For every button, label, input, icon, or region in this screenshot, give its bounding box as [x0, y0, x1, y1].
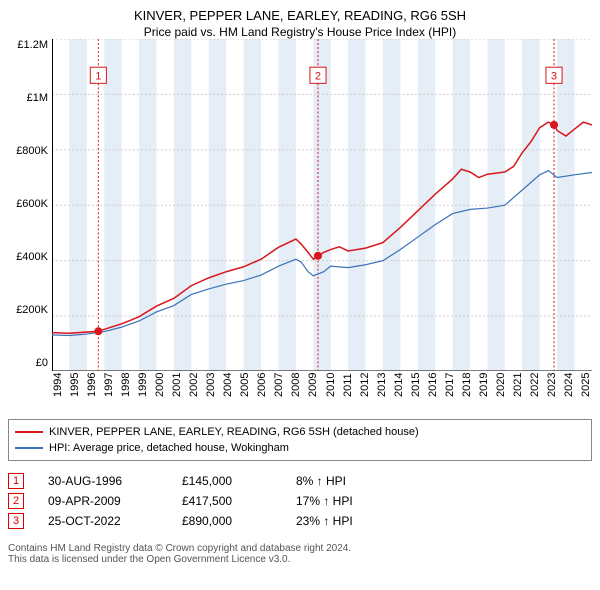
svg-text:2: 2: [315, 70, 321, 82]
x-tick-label: 2012: [359, 373, 371, 413]
x-tick-label: 2006: [256, 373, 268, 413]
transaction-price: £890,000: [182, 514, 272, 528]
x-tick-label: 2020: [495, 373, 507, 413]
svg-text:1: 1: [95, 70, 101, 82]
legend-item-property: KINVER, PEPPER LANE, EARLEY, READING, RG…: [15, 424, 585, 440]
y-tick-label: £800K: [16, 145, 48, 157]
chart-title: KINVER, PEPPER LANE, EARLEY, READING, RG…: [8, 8, 592, 23]
attribution-line: This data is licensed under the Open Gov…: [8, 554, 592, 565]
attribution-line: Contains HM Land Registry data © Crown c…: [8, 543, 592, 554]
transaction-date: 09-APR-2009: [48, 494, 158, 508]
y-tick-label: £0: [36, 357, 48, 369]
x-tick-label: 2024: [563, 373, 575, 413]
y-tick-label: £1M: [27, 92, 48, 104]
x-tick-label: 2013: [376, 373, 388, 413]
x-tick-label: 2025: [580, 373, 592, 413]
attribution: Contains HM Land Registry data © Crown c…: [8, 543, 592, 565]
transaction-row: 1 30-AUG-1996 £145,000 8% ↑ HPI: [8, 473, 592, 489]
x-axis-row: 1994 1995 1996 1997 1998 1999 2000 2001 2002 2003…: [8, 373, 592, 413]
transaction-date: 25-OCT-2022: [48, 514, 158, 528]
transaction-pct: 23% ↑ HPI: [296, 514, 406, 528]
legend-label: HPI: Average price, detached house, Woki…: [49, 442, 289, 454]
titles: KINVER, PEPPER LANE, EARLEY, READING, RG…: [8, 8, 592, 39]
x-tick-label: 1996: [86, 373, 98, 413]
svg-text:3: 3: [551, 70, 557, 82]
transaction-price: £417,500: [182, 494, 272, 508]
x-tick-label: 2001: [171, 373, 183, 413]
event-marker: 1: [8, 473, 24, 489]
y-tick-label: £1.2M: [17, 39, 48, 51]
x-tick-label: 2014: [393, 373, 405, 413]
x-tick-label: 2015: [410, 373, 422, 413]
transaction-row: 2 09-APR-2009 £417,500 17% ↑ HPI: [8, 493, 592, 509]
legend-swatch: [15, 447, 43, 449]
x-tick-label: 2000: [154, 373, 166, 413]
x-tick-label: 1997: [103, 373, 115, 413]
chart-container: KINVER, PEPPER LANE, EARLEY, READING, RG…: [0, 0, 600, 590]
event-marker: 2: [8, 493, 24, 509]
transactions-table: 1 30-AUG-1996 £145,000 8% ↑ HPI 2 09-APR-2009…: [8, 469, 592, 533]
x-tick-label: 2004: [222, 373, 234, 413]
x-tick-label: 2019: [478, 373, 490, 413]
transaction-row: 3 25-OCT-2022 £890,000 23% ↑ HPI: [8, 513, 592, 529]
legend: KINVER, PEPPER LANE, EARLEY, READING, RG…: [8, 419, 592, 461]
chart-subtitle: Price paid vs. HM Land Registry's House …: [8, 25, 592, 39]
plot-svg: 1 2 3: [52, 39, 592, 371]
x-tick-label: 2005: [239, 373, 251, 413]
transaction-price: £145,000: [182, 474, 272, 488]
legend-item-hpi: HPI: Average price, detached house, Woki…: [15, 440, 585, 456]
y-tick-label: £200K: [16, 304, 48, 316]
x-tick-label: 2010: [325, 373, 337, 413]
x-tick-label: 2018: [461, 373, 473, 413]
legend-swatch: [15, 431, 43, 433]
x-tick-label: 2003: [205, 373, 217, 413]
x-tick-label: 1998: [120, 373, 132, 413]
x-tick-label: 2021: [512, 373, 524, 413]
chart-row: £1.2M £1M £800K £600K £400K £200K £0 1 2 3: [8, 39, 592, 369]
transaction-date: 30-AUG-1996: [48, 474, 158, 488]
x-tick-label: 1995: [69, 373, 81, 413]
transaction-pct: 17% ↑ HPI: [296, 494, 406, 508]
x-tick-label: 2016: [427, 373, 439, 413]
y-tick-label: £600K: [16, 198, 48, 210]
event-marker: 3: [8, 513, 24, 529]
x-tick-label: 2002: [188, 373, 200, 413]
y-axis: £1.2M £1M £800K £600K £400K £200K £0: [8, 39, 52, 369]
plot-area: 1 2 3: [52, 39, 592, 369]
transaction-pct: 8% ↑ HPI: [296, 474, 406, 488]
x-tick-label: 2011: [342, 373, 354, 413]
x-tick-label: 2022: [529, 373, 541, 413]
x-tick-label: 2023: [546, 373, 558, 413]
legend-label: KINVER, PEPPER LANE, EARLEY, READING, RG…: [49, 426, 419, 438]
x-tick-label: 1994: [52, 373, 64, 413]
y-tick-label: £400K: [16, 251, 48, 263]
x-tick-label: 2008: [290, 373, 302, 413]
x-tick-label: 2017: [444, 373, 456, 413]
x-tick-label: 2009: [307, 373, 319, 413]
x-tick-label: 1999: [137, 373, 149, 413]
x-tick-label: 2007: [273, 373, 285, 413]
x-axis: 1994 1995 1996 1997 1998 1999 2000 2001 2002 2003…: [52, 373, 592, 413]
